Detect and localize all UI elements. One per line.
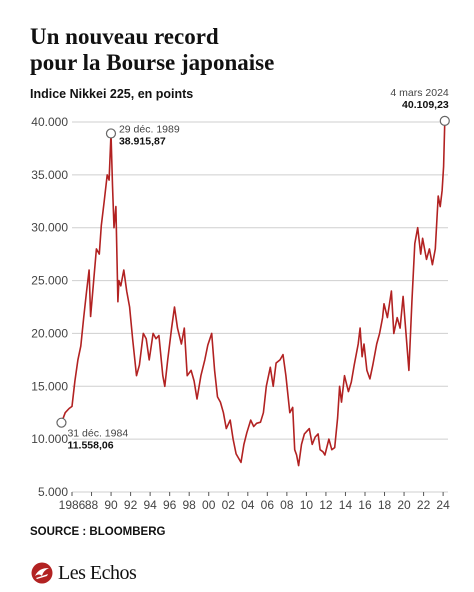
annotation-value: 38.915,87 [119, 135, 166, 147]
x-tick-label: 1986 [59, 498, 86, 512]
series-layer [60, 120, 446, 467]
chart-title: Un nouveau record pour la Bourse japonai… [30, 24, 450, 76]
x-tick-label: 24 [436, 498, 450, 512]
annotation-date: 29 déc. 1989 [119, 123, 180, 135]
les-echos-logo: Les Echos [30, 560, 137, 586]
series-line-nikkei [60, 120, 446, 467]
y-tick-label: 25.000 [31, 274, 68, 288]
x-tick-label: 04 [241, 498, 255, 512]
x-tick-label: 20 [397, 498, 411, 512]
x-tick-label: 94 [143, 498, 157, 512]
x-tick-label: 90 [104, 498, 118, 512]
y-tick-label: 20.000 [31, 326, 68, 340]
y-tick-label: 40.000 [31, 115, 68, 129]
x-tick-label: 10 [300, 498, 314, 512]
x-tick-label: 88 [85, 498, 99, 512]
grid-layer [72, 121, 448, 493]
y-tick-label: 35.000 [31, 168, 68, 182]
annotation-value: 40.109,23 [402, 99, 449, 111]
annotation-date: 4 mars 2024 [390, 87, 449, 99]
x-tick-label: 06 [261, 498, 275, 512]
annotation-marker [56, 417, 67, 428]
logo-mark-icon [31, 562, 53, 584]
x-tick-label: 02 [222, 498, 236, 512]
chart-subtitle: Indice Nikkei 225, en points [30, 87, 194, 101]
y-tick-label: 5.000 [38, 485, 68, 499]
x-tick-label: 96 [163, 498, 177, 512]
logo-text: Les Echos [58, 561, 137, 584]
x-tick-label: 16 [358, 498, 372, 512]
y-axis-ticks: 5.000 10.000 15.000 20.000 25.000 30.000 35.00… [31, 115, 68, 499]
source-credit: SOURCE : BLOOMBERG [30, 526, 166, 538]
y-tick-label: 10.000 [31, 432, 68, 446]
x-tick-label: 08 [280, 498, 294, 512]
line-chart: 5.000 10.000 15.000 20.000 25.000 30.000 35.00… [31, 87, 450, 512]
x-axis-ticks: 1986 88 90 92 94 96 98 00 02 04 06 08 10 12 14 16 18 20 22… [59, 492, 450, 512]
chart-title-line-1: Un nouveau record [30, 24, 219, 49]
x-tick-label: 98 [183, 498, 197, 512]
y-tick-label: 15.000 [31, 379, 68, 393]
x-tick-label: 92 [124, 498, 138, 512]
y-tick-label: 30.000 [31, 221, 68, 235]
x-tick-label: 12 [319, 498, 333, 512]
x-tick-label: 22 [417, 498, 431, 512]
x-tick-label: 00 [202, 498, 216, 512]
annotation-date: 31 déc. 1984 [67, 428, 128, 440]
x-tick-label: 14 [339, 498, 353, 512]
chart-title-line-2: pour la Bourse japonaise [30, 50, 275, 75]
annotation-marker [105, 128, 117, 139]
x-tick-label: 18 [378, 498, 392, 512]
annotation-marker [439, 115, 450, 126]
annotation-value: 11.558,06 [67, 440, 113, 452]
